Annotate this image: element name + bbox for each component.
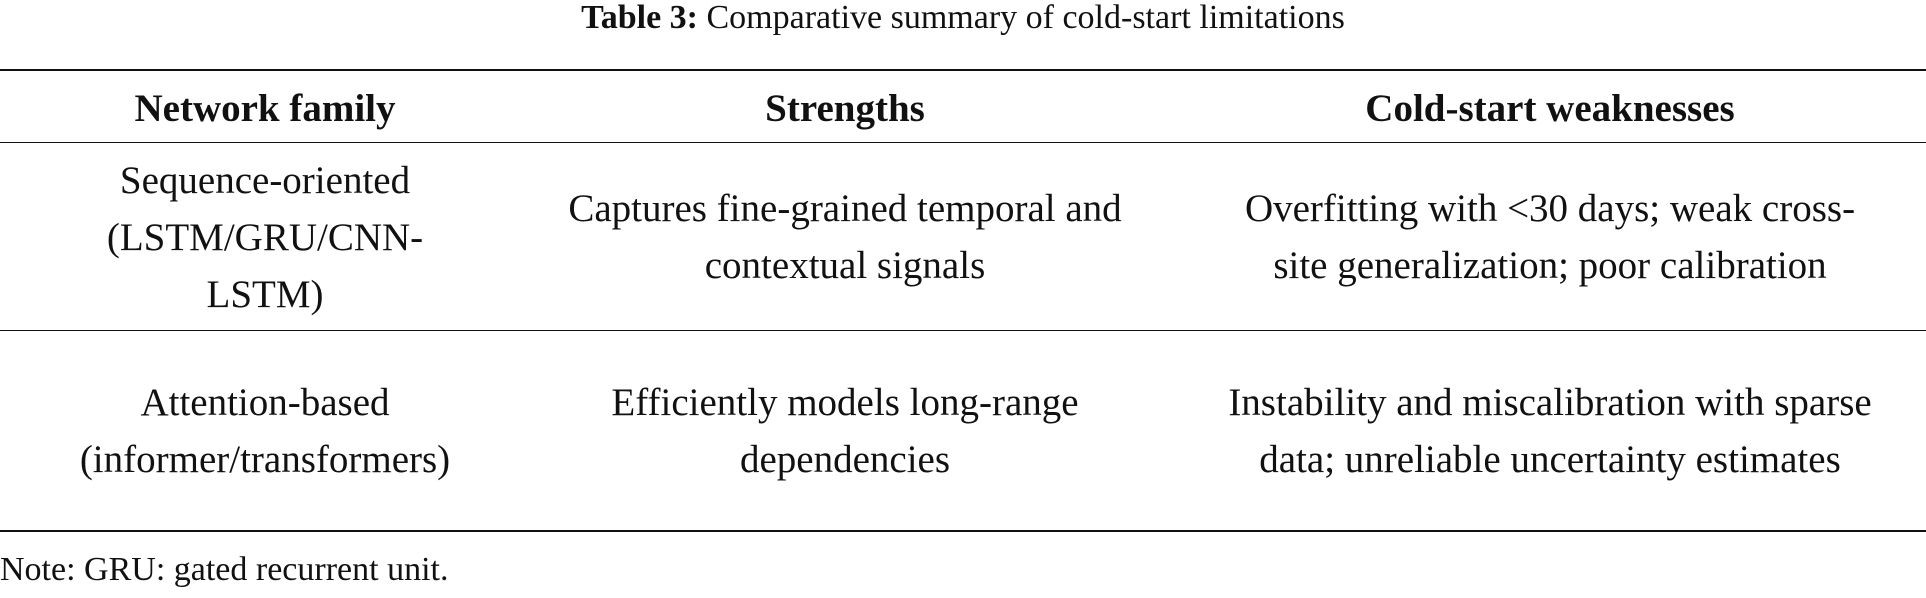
row-1-weaknesses: Overfitting with <30 days; weak cross-si… (1244, 187, 1856, 287)
row-1-strengths: Captures fine-grained temporal and conte… (568, 187, 1122, 287)
table-header-rule (0, 142, 1926, 143)
table-row-rule (0, 330, 1926, 331)
table-top-rule (0, 69, 1926, 71)
header-network-family: Network family (134, 86, 396, 130)
row-2-network-family: Attention-based (informer/transformers) (79, 381, 451, 481)
table-caption-text: Comparative summary of cold-start limita… (698, 0, 1345, 36)
table-bottom-rule (0, 530, 1926, 532)
header-cold-start-weaknesses: Cold-start weaknesses (1365, 86, 1735, 130)
row-2-weaknesses: Instability and miscalibration with spar… (1228, 381, 1872, 481)
header-strengths: Strengths (765, 86, 925, 130)
row-1-network-family: Sequence-oriented (LSTM/GRU/CNN-LSTM) (106, 158, 424, 316)
table-caption-label: Table 3: (581, 0, 698, 36)
row-2-strengths: Efficiently models long-range dependenci… (611, 381, 1079, 481)
table-note: Note: GRU: gated recurrent unit. (0, 551, 449, 588)
table-caption: Table 3: Comparative summary of cold-sta… (0, 0, 1926, 36)
